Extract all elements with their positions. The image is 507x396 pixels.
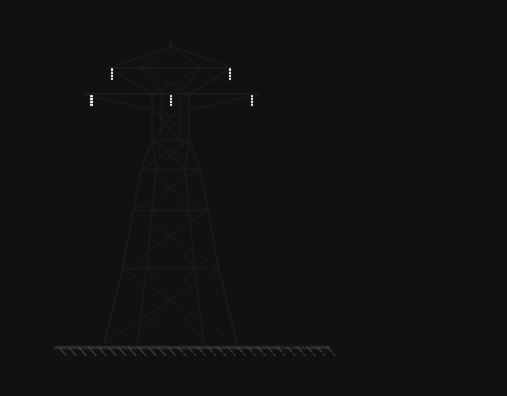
Text: 30 m: 30 m (279, 337, 311, 350)
Bar (89, 93, 93, 106)
Bar (110, 67, 114, 80)
Text: 14,8: 14,8 (157, 18, 185, 31)
Text: 10,6 m: 10,6 m (198, 99, 236, 109)
Text: 10,6 m: 10,6 m (105, 99, 143, 109)
Bar (228, 67, 231, 80)
Text: 3,2 m: 3,2 m (20, 74, 55, 88)
Bar (250, 93, 254, 106)
Bar (169, 93, 172, 106)
Text: 30 m: 30 m (23, 212, 55, 225)
